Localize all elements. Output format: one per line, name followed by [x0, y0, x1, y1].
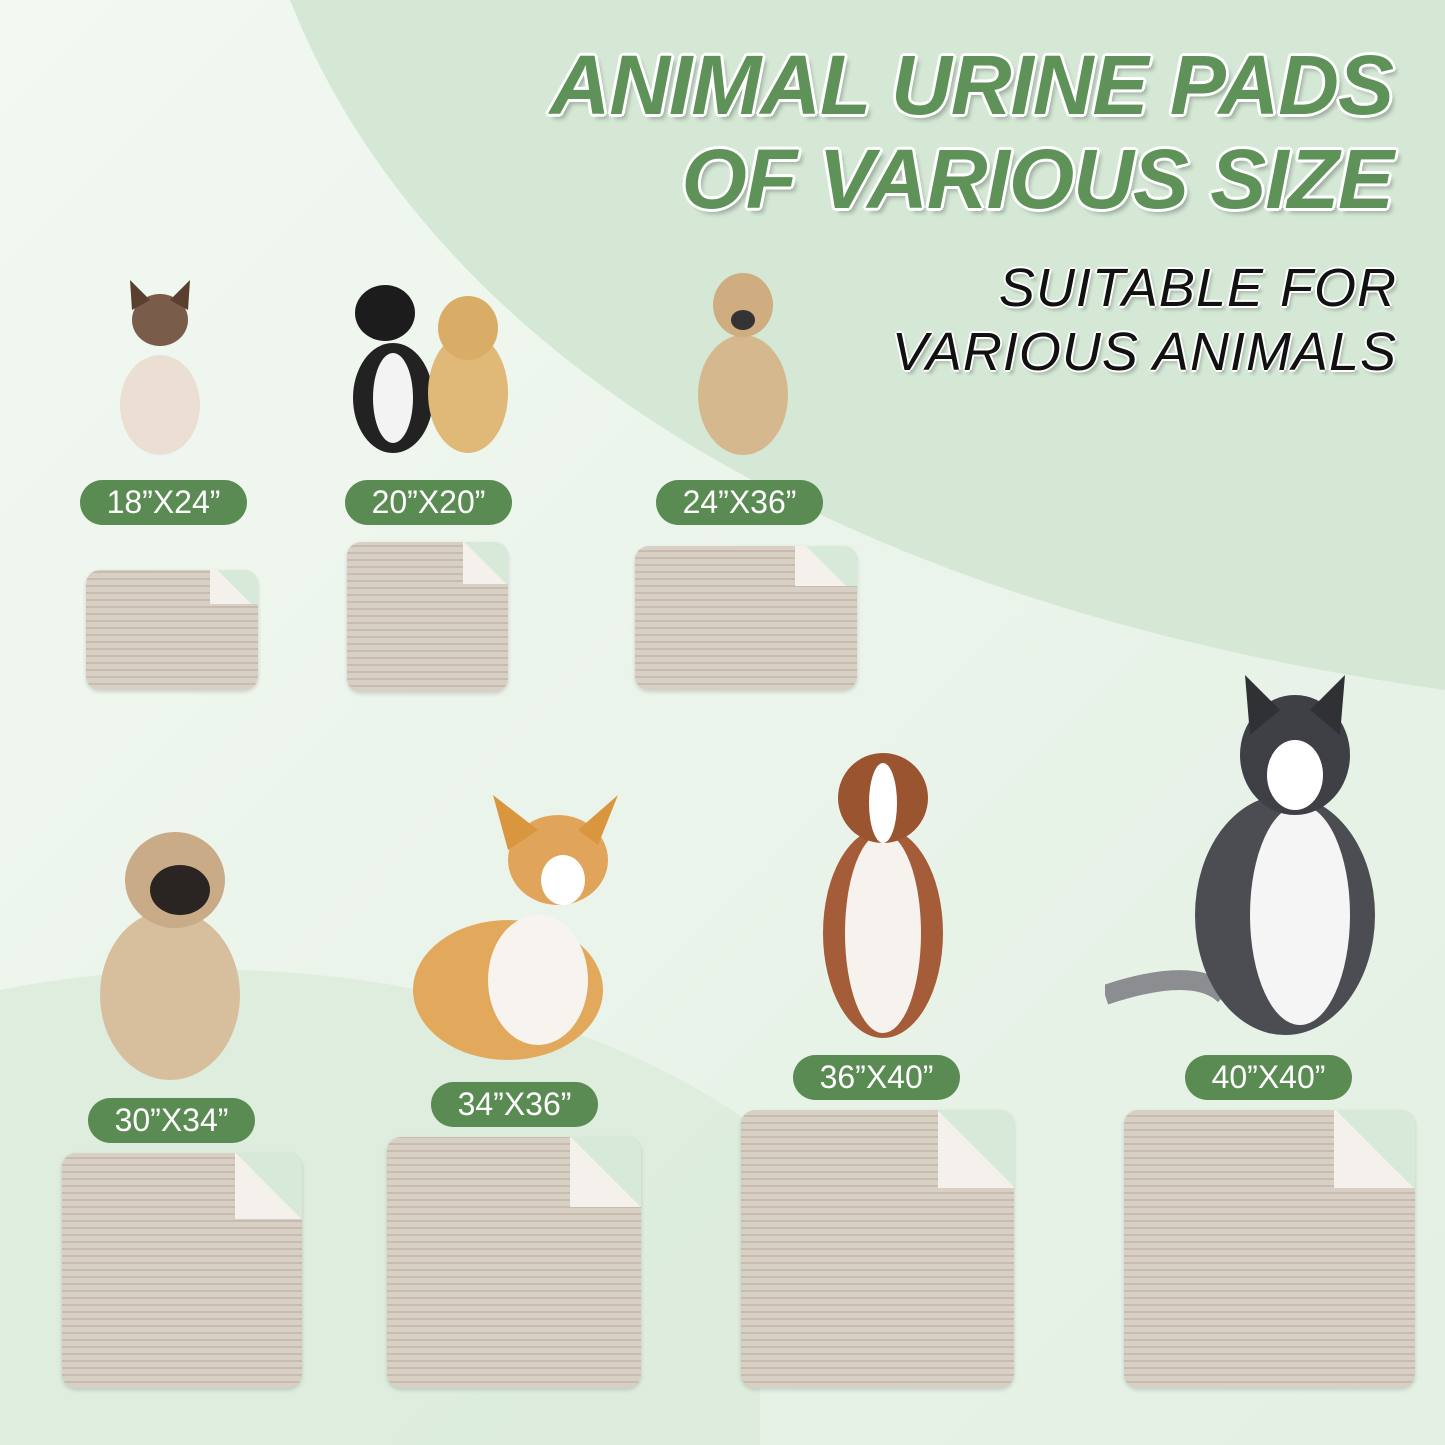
husky-image: [1105, 675, 1375, 1035]
size-label-18x24: 18”X24”: [80, 480, 247, 525]
subtitle: SUITABLE FOR VARIOUS ANIMALS: [892, 256, 1397, 384]
corgi-image: [413, 795, 618, 1060]
pad-folded-corner: [462, 542, 508, 584]
siamese-cat-image: [120, 280, 200, 455]
title-line-2: OF VARIOUS SIZE: [681, 132, 1394, 226]
size-label-20x20: 20”X20”: [345, 480, 512, 525]
size-label-30x34: 30”X34”: [88, 1098, 255, 1143]
pad-24x36: [635, 546, 857, 690]
pad-folded-corner: [1333, 1110, 1415, 1188]
size-label-34x36: 34”X36”: [431, 1082, 598, 1127]
title-line-1: ANIMAL URINE PADS: [549, 38, 1394, 132]
tan-dog-image: [698, 273, 788, 455]
pug-image: [100, 832, 240, 1080]
pad-30x34: [62, 1153, 302, 1388]
pad-40x40: [1124, 1110, 1415, 1388]
cat-and-puppy-image: [353, 285, 508, 453]
subtitle-line-2: VARIOUS ANIMALS: [891, 322, 1397, 382]
size-label-40x40: 40”X40”: [1185, 1055, 1352, 1100]
size-label-36x40: 36”X40”: [793, 1055, 960, 1100]
pad-folded-corner: [234, 1153, 302, 1219]
pad-folded-corner: [794, 546, 857, 587]
pad-folded-corner: [937, 1110, 1014, 1188]
size-label-24x36: 24”X36”: [656, 480, 823, 525]
title: ANIMAL URINE PADS OF VARIOUS SIZE: [549, 38, 1394, 226]
subtitle-line-1: SUITABLE FOR: [998, 258, 1397, 318]
pad-folded-corner: [209, 570, 258, 604]
pad-20x20: [347, 542, 508, 692]
pad-34x36: [387, 1137, 641, 1388]
pad-18x24: [86, 570, 258, 690]
australian-shepherd-image: [823, 753, 943, 1038]
pad-folded-corner: [569, 1137, 641, 1208]
pad-36x40: [741, 1110, 1014, 1388]
